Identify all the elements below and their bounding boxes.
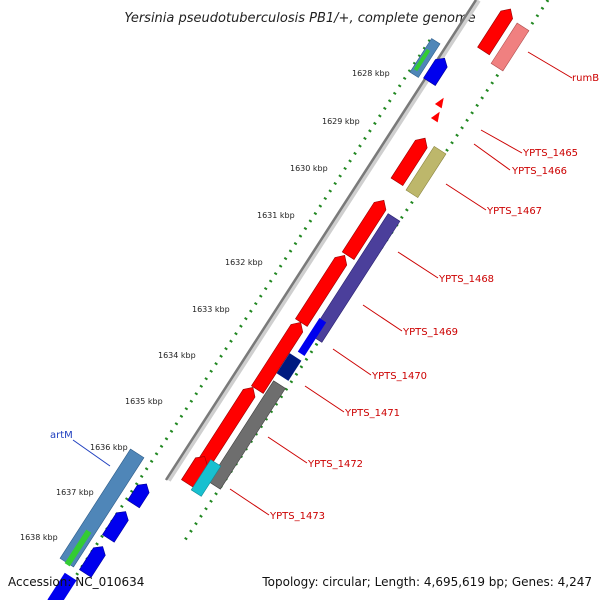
leader-line — [304, 385, 345, 413]
gene-label-ypts-1465[interactable]: YPTS_1465 — [522, 148, 578, 159]
gene-label-ypts-1473[interactable]: YPTS_1473 — [269, 511, 325, 522]
feature-blue[interactable] — [423, 54, 451, 86]
feature-red-b[interactable] — [341, 196, 390, 260]
feature-rumb[interactable] — [490, 22, 530, 72]
feature-blue-lower-c[interactable] — [79, 543, 108, 578]
feature-red-a[interactable] — [390, 134, 431, 187]
leader-line — [480, 129, 523, 154]
gene-label-ypts-1466[interactable]: YPTS_1466 — [511, 166, 567, 177]
gene-label-ypts-1468[interactable]: YPTS_1468 — [438, 274, 494, 285]
feature-ypts-1466[interactable] — [430, 110, 443, 123]
feature-blue-lower-d[interactable] — [47, 572, 77, 605]
forward-strand-features — [181, 5, 530, 488]
feature-ypts-1471[interactable] — [276, 353, 302, 381]
blue-feature-shape — [47, 572, 77, 605]
feature-green-lower[interactable] — [64, 529, 92, 567]
blue-feature-shape — [127, 483, 150, 509]
tick-labels: 1628 kbp 1629 kbp 1630 kbp 1631 kbp 1632… — [20, 69, 390, 542]
leader-line — [445, 183, 487, 211]
red-feature-shape — [295, 255, 348, 327]
feature-blue-lower-b[interactable] — [102, 508, 131, 543]
small-red-feature-shape — [434, 97, 444, 109]
gene-label-ypts-1469[interactable]: YPTS_1469 — [402, 327, 458, 338]
feature-ypts-1465[interactable] — [434, 96, 447, 109]
small-red-feature-shape — [430, 111, 440, 123]
red-feature-shape — [341, 199, 387, 260]
blue-feature-shape — [423, 57, 448, 86]
gene-label-rumb[interactable]: rumB — [572, 73, 599, 84]
outer-dotted-track — [58, 39, 432, 601]
red-feature-shape — [390, 137, 428, 187]
tick-label: 1637 kbp — [56, 488, 94, 497]
tick-label: 1630 kbp — [290, 164, 328, 173]
tick-label: 1632 kbp — [225, 258, 263, 267]
feature-red-c[interactable] — [295, 252, 350, 327]
feature-ypts-1468[interactable] — [309, 213, 401, 343]
gene-label-artm[interactable]: artM — [50, 430, 73, 441]
map-title: Yersinia pseudotuberculosis PB1/+, compl… — [124, 11, 475, 26]
gene-label-ypts-1467[interactable]: YPTS_1467 — [486, 206, 542, 217]
olive-feature-shape — [405, 145, 447, 199]
feature-red-d[interactable] — [251, 319, 306, 394]
gene-label-ypts-1471[interactable]: YPTS_1471 — [344, 408, 400, 419]
feature-blue-lower-a[interactable] — [127, 480, 153, 509]
red-feature-shape — [477, 8, 513, 56]
feature-red-f[interactable] — [181, 453, 210, 488]
gene-label-ypts-1470[interactable]: YPTS_1470 — [371, 371, 427, 382]
feature-ypts-1472[interactable] — [208, 380, 286, 490]
blue-feature-shape — [79, 546, 106, 578]
feature-ypts-1467[interactable] — [405, 145, 447, 199]
red-feature-shape — [181, 456, 208, 488]
label-leaders — [72, 51, 573, 516]
genome-summary-text: Topology: circular; Length: 4,695,619 bp… — [261, 575, 592, 589]
tick-label: 1635 kbp — [125, 397, 163, 406]
gray-feature-shape — [208, 380, 286, 490]
tick-label: 1629 kbp — [322, 117, 360, 126]
artm-region-features — [47, 448, 153, 605]
slate-feature-shape — [309, 213, 401, 343]
feature-ypts-1473[interactable] — [190, 459, 222, 497]
leader-line — [72, 439, 111, 467]
blue-feature-shape — [102, 511, 129, 543]
tick-label: 1634 kbp — [158, 351, 196, 360]
reverse-strand-features — [190, 213, 401, 497]
leader-line — [527, 51, 573, 79]
accession-text: Accession: NC_010634 — [8, 575, 144, 589]
leader-line — [397, 251, 439, 279]
tick-track-outer — [58, 39, 432, 601]
tick-label: 1633 kbp — [192, 305, 230, 314]
gene-labels: rumB YPTS_1465 YPTS_1466 YPTS_1467 YPTS_… — [50, 73, 599, 522]
leader-line — [473, 143, 511, 171]
gene-label-ypts-1472[interactable]: YPTS_1472 — [307, 459, 363, 470]
tick-label: 1638 kbp — [20, 533, 58, 542]
green-feature-shape — [413, 48, 431, 72]
feature-ypts-1470[interactable] — [297, 318, 327, 356]
red-feature-shape — [251, 322, 304, 394]
leader-line — [362, 304, 403, 332]
blue-feature-shape — [297, 318, 327, 356]
tick-label: 1631 kbp — [257, 211, 295, 220]
backbone-line — [164, 0, 478, 481]
cyan-feature-shape — [190, 459, 222, 497]
leader-line — [229, 488, 270, 516]
green-feature-shape — [64, 529, 92, 567]
tick-label: 1628 kbp — [352, 69, 390, 78]
rumb-feature-shape — [490, 22, 530, 72]
feature-green[interactable] — [413, 48, 431, 72]
leader-line — [332, 348, 372, 376]
navy-feature-shape — [276, 353, 302, 381]
leader-line — [267, 436, 308, 464]
tick-label: 1636 kbp — [90, 443, 128, 452]
feature-rumb-upper[interactable] — [477, 5, 517, 56]
